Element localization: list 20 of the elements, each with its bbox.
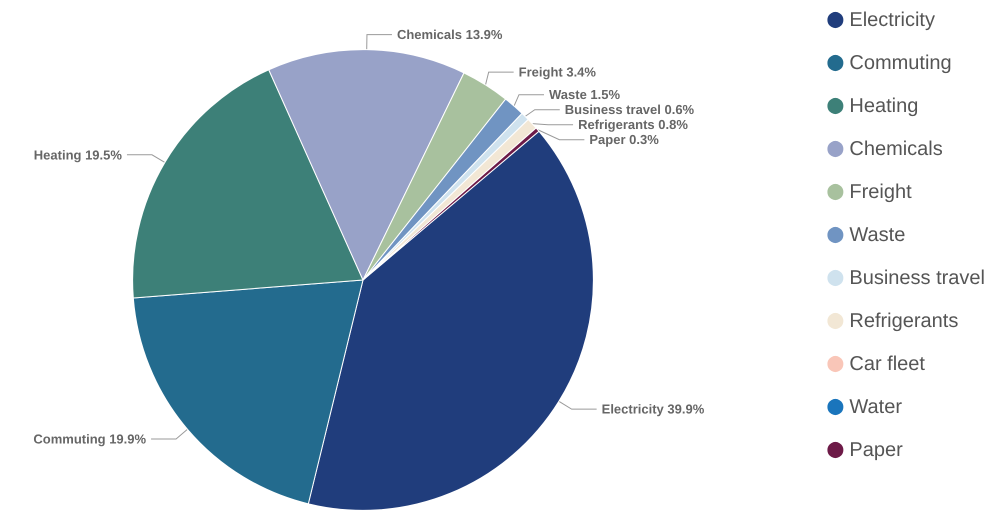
legend-label: Chemicals <box>849 138 943 160</box>
legend-label: Paper <box>849 439 904 461</box>
legend-label: Business travel <box>849 267 986 289</box>
legend-label: Car fleet <box>849 353 926 375</box>
category-label: Paper 0.3% <box>589 132 659 148</box>
category-label: Commuting 19.9% <box>33 431 146 446</box>
category-label: Freight 3.4% <box>518 64 596 80</box>
legend-label: Freight <box>849 181 912 203</box>
category-label: Chemicals 13.9% <box>396 27 502 42</box>
category-label: Business travel 0.6% <box>564 102 694 118</box>
legend-label: Water <box>849 396 902 418</box>
legend-label: Refrigerants <box>849 310 958 332</box>
category-label: Electricity 39.9% <box>602 402 704 417</box>
legend-label: Heating <box>849 95 918 117</box>
category-label: Heating 19.5% <box>34 147 122 162</box>
legend-label: Waste <box>849 224 906 246</box>
legend-label: Commuting <box>849 52 952 74</box>
category-label: Waste 1.5% <box>548 87 620 102</box>
category-label: Refrigerants 0.8% <box>578 117 688 132</box>
legend-label: Electricity <box>849 9 935 31</box>
